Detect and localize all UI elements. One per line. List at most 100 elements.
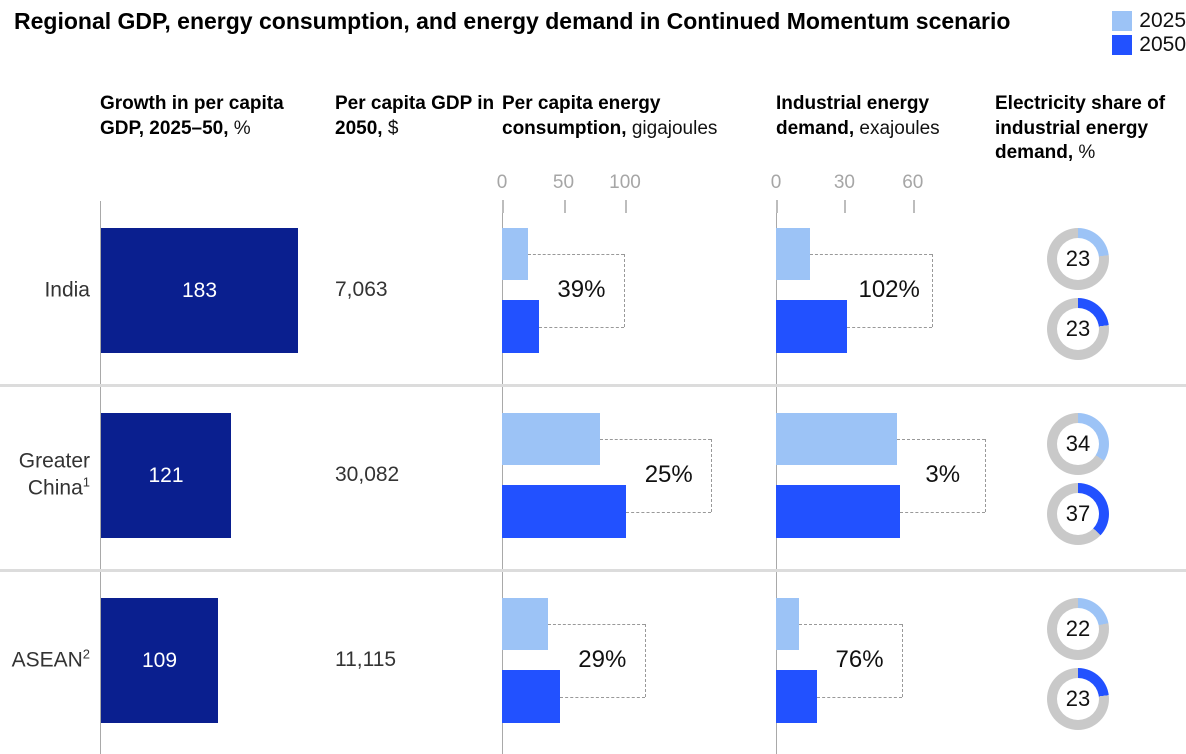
consumption-bar-2050: [502, 670, 560, 723]
electricity-share-donut-2050: 23: [1047, 298, 1109, 360]
column-header-gdp-growth: Growth in per capita GDP, 2025–50, %: [100, 92, 310, 141]
gdp-growth-value: 121: [148, 463, 184, 487]
tick-mark-consumption-100: [625, 200, 627, 213]
consumption-growth-label: 39%: [557, 276, 606, 303]
region-label-text: India: [44, 278, 90, 302]
column-header-gdp-growth-unit: %: [228, 117, 251, 139]
electricity-share-value-2025: 23: [1057, 238, 1099, 280]
gdp-growth-bar: 121: [101, 413, 231, 538]
axis-line-demand: [776, 201, 777, 754]
consumption-bracket-top: [547, 624, 645, 625]
electricity-share-donut-2025: 22: [1047, 598, 1109, 660]
demand-bar-2050: [776, 670, 818, 723]
demand-bracket-bottom: [900, 512, 986, 513]
electricity-share-value-2025: 34: [1057, 423, 1099, 465]
tick-mark-demand-60: [912, 200, 915, 213]
column-header-demand: Industrial energy demand, exajoules: [776, 92, 954, 141]
gdp-2050-value: 30,082: [335, 463, 400, 486]
electricity-share-donut-2025: 23: [1047, 228, 1109, 290]
column-header-consumption: Per capita energy consumption, gigajoule…: [502, 92, 740, 141]
gdp-growth-value: 109: [141, 648, 178, 672]
row-separator-1: [0, 384, 1186, 387]
column-header-electricity-share-unit: %: [1073, 142, 1096, 164]
tick-mark-consumption-50: [563, 200, 566, 213]
column-header-consumption-text: Per capita energy consumption,: [502, 93, 661, 139]
tick-mark-demand-30: [844, 200, 847, 213]
legend-swatch-2050: [1112, 35, 1133, 55]
demand-bracket-bottom: [846, 327, 932, 328]
demand-bar-2025: [776, 228, 811, 280]
gdp-2050-value: 7,063: [335, 278, 388, 301]
demand-bracket-right: [985, 439, 987, 512]
column-header-gdp-2050-unit: $: [382, 117, 399, 139]
demand-bracket-right: [931, 254, 933, 327]
demand-bracket-top: [896, 439, 986, 440]
gdp-growth-bar: 183: [101, 228, 298, 353]
row-separator-2: [0, 569, 1186, 572]
consumption-bar-2050: [502, 485, 627, 538]
legend-label-2025: 2025: [1139, 9, 1186, 32]
region-label-text: ASEAN: [11, 648, 83, 672]
tick-label-consumption-50: 50: [552, 172, 575, 193]
tick-label-demand-30: 30: [833, 172, 855, 193]
demand-bar-2025: [776, 598, 799, 650]
tick-label-consumption-0: 0: [496, 172, 508, 193]
column-header-gdp-growth-text: Growth in per capita GDP, 2025–50,: [100, 93, 284, 139]
tick-label-demand-0: 0: [770, 172, 782, 193]
demand-growth-label: 3%: [925, 461, 961, 488]
demand-bracket-top: [810, 254, 932, 255]
region-footnote-marker: 1: [82, 475, 90, 490]
axis-line-consumption: [502, 201, 503, 754]
legend-label-2050: 2050: [1139, 33, 1186, 56]
electricity-share-donut-2025: 34: [1047, 413, 1109, 475]
electricity-share-donut-2050: 37: [1047, 483, 1109, 545]
electricity-share-value-2050: 23: [1057, 678, 1099, 720]
column-header-gdp-2050: Per capita GDP in 2050, $: [335, 92, 495, 141]
tick-label-demand-60: 60: [902, 172, 924, 193]
region-footnote-marker: 2: [82, 646, 90, 662]
consumption-growth-label: 29%: [578, 646, 627, 673]
legend-swatch-2025: [1112, 11, 1133, 31]
legend-item-2025: 2025: [1112, 9, 1186, 32]
column-header-electricity-share-text: Electricity share of industrial energy d…: [995, 93, 1166, 164]
electricity-share-donut-2050: 23: [1047, 668, 1109, 730]
consumption-growth-label: 25%: [644, 461, 693, 488]
consumption-bracket-bottom: [626, 512, 712, 513]
consumption-bar-2025: [502, 228, 528, 280]
region-label-text: Greater China: [18, 449, 90, 500]
tick-mark-demand-0: [776, 200, 778, 213]
region-label: Greater China1: [0, 448, 90, 503]
consumption-bracket-top: [527, 254, 624, 255]
demand-growth-label: 102%: [858, 276, 920, 303]
demand-bracket-top: [798, 624, 903, 625]
tick-label-consumption-100: 100: [609, 172, 641, 193]
consumption-bracket-right: [623, 254, 625, 327]
consumption-bracket-top: [600, 439, 712, 440]
gdp-growth-bar: 109: [101, 598, 218, 723]
column-header-demand-text: Industrial energy demand,: [776, 93, 930, 139]
region-label: ASEAN2: [0, 646, 90, 673]
region-label: India: [0, 276, 90, 303]
legend-item-2050: 2050: [1112, 33, 1186, 56]
demand-bar-2050: [776, 485, 901, 538]
demand-bar-2025: [776, 413, 897, 465]
consumption-bracket-right: [644, 624, 646, 697]
column-header-electricity-share: Electricity share of industrial energy d…: [995, 92, 1185, 166]
column-header-consumption-unit: gigajoules: [626, 117, 718, 139]
column-header-gdp-2050-text: Per capita GDP in 2050,: [335, 93, 495, 139]
tick-mark-consumption-0: [502, 200, 504, 213]
consumption-bar-2025: [502, 413, 601, 465]
demand-bar-2050: [776, 300, 847, 353]
demand-bracket-right: [902, 624, 904, 697]
axis-line-gdp: [100, 201, 101, 754]
consumption-bracket-right: [711, 439, 713, 512]
consumption-bracket-bottom: [538, 327, 624, 328]
consumption-bar-2050: [502, 300, 539, 353]
consumption-bar-2025: [502, 598, 548, 650]
gdp-growth-value: 183: [181, 278, 218, 302]
demand-growth-label: 76%: [835, 646, 884, 673]
electricity-share-value-2050: 23: [1057, 308, 1099, 350]
column-header-demand-unit: exajoules: [854, 117, 940, 139]
electricity-share-value-2025: 22: [1057, 608, 1099, 650]
